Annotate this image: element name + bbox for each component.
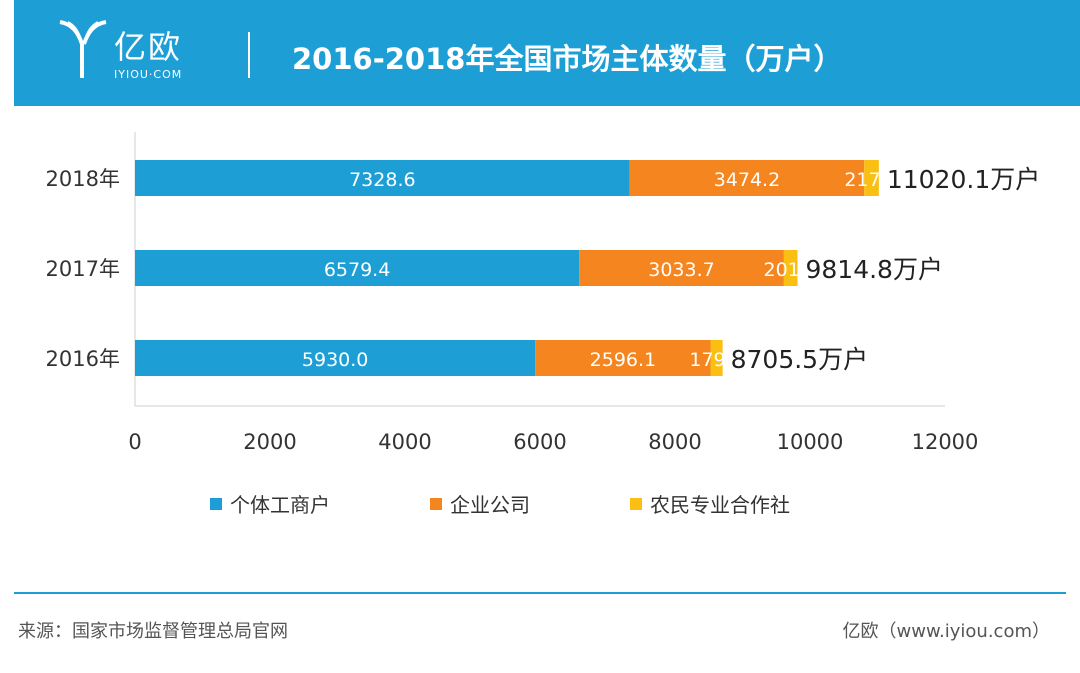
legend-swatch (630, 498, 642, 510)
logo-y-icon (59, 20, 107, 78)
y-tick-label: 2016年 (46, 347, 120, 371)
legend-swatch (210, 498, 222, 510)
x-tick-label: 10000 (777, 430, 844, 454)
legend-label: 农民专业合作社 (650, 493, 790, 517)
legend-swatch (430, 498, 442, 510)
x-tick-label: 0 (128, 430, 141, 454)
legend-label: 个体工商户 (230, 493, 330, 517)
logo-subtext: IYIOU·COM (114, 68, 183, 81)
brand-text: 亿欧（www.iyiou.com） (842, 621, 1050, 642)
header-banner: 亿欧 IYIOU·COM 2016-2018年全国市场主体数量（万户） (14, 0, 1080, 106)
data-label: 2596.1 (590, 349, 656, 371)
data-label: 179.4 (689, 349, 743, 371)
bar-segment (135, 340, 536, 376)
data-label: 5930.0 (302, 349, 368, 371)
data-label: 3474.2 (714, 169, 780, 191)
x-tick-label: 4000 (378, 430, 431, 454)
footer-divider (14, 592, 1066, 594)
bar-segment (535, 340, 711, 376)
bar-segment (629, 160, 865, 196)
logo-text: 亿欧 (114, 28, 183, 66)
source-text: 来源：国家市场监督管理总局官网 (18, 621, 288, 642)
x-tick-label: 6000 (513, 430, 566, 454)
y-tick-label: 2017年 (46, 257, 120, 281)
total-label: 9814.8万户 (805, 255, 942, 284)
data-label: 217.3 (844, 169, 898, 191)
y-tick-label: 2018年 (46, 167, 120, 191)
logo: 亿欧 IYIOU·COM (58, 18, 218, 88)
legend-label: 企业公司 (450, 493, 530, 517)
bar-segment (864, 160, 879, 196)
bar-segment (783, 250, 798, 286)
data-label: 7328.6 (349, 169, 415, 191)
x-tick-label: 2000 (243, 430, 296, 454)
total-label: 11020.1万户 (887, 165, 1040, 194)
chart-title: 2016-2018年全国市场主体数量（万户） (292, 42, 843, 76)
data-label: 201.7 (763, 259, 817, 281)
bar-segment (710, 340, 723, 376)
x-tick-label: 8000 (648, 430, 701, 454)
bar-segment (135, 250, 580, 286)
total-label: 8705.5万户 (731, 345, 868, 374)
stacked-bar-chart: 0 2000 4000 6000 8000 10000 12000 2018年 7328.6 34… (46, 132, 1040, 517)
bar-segment (135, 160, 630, 196)
x-tick-label: 12000 (912, 430, 979, 454)
data-label: 6579.4 (324, 259, 390, 281)
header-divider (248, 32, 250, 78)
data-label: 3033.7 (648, 259, 714, 281)
bar-segment (579, 250, 784, 286)
